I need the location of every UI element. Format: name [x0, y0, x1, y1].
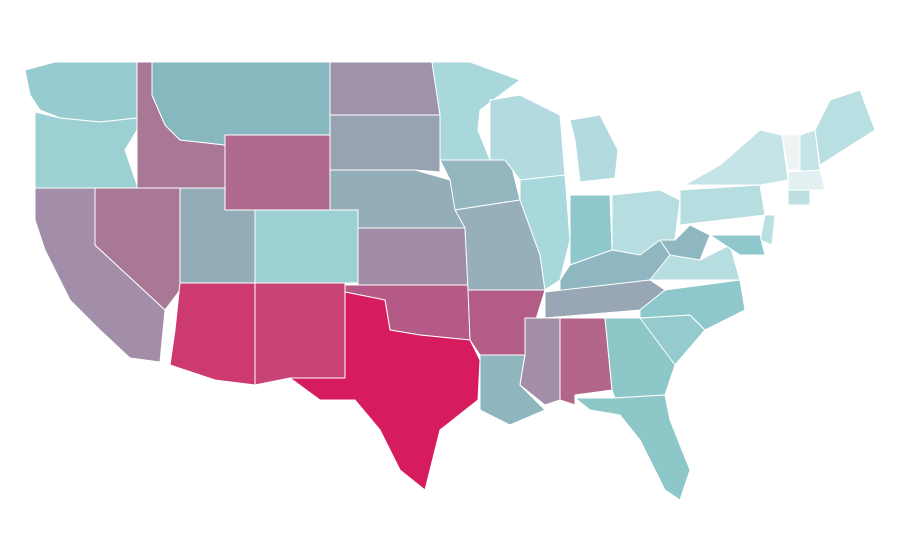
- region: [431, 61, 521, 161]
- regions: [24, 61, 876, 501]
- region: [684, 129, 789, 186]
- region: [814, 89, 876, 166]
- region: [94, 187, 181, 311]
- region: [151, 61, 331, 146]
- region: [787, 189, 811, 206]
- region: [649, 244, 741, 281]
- region: [224, 134, 331, 211]
- region: [574, 394, 691, 501]
- region: [254, 209, 359, 284]
- region: [569, 114, 619, 183]
- region: [787, 169, 826, 191]
- region: [329, 114, 441, 173]
- region: [34, 111, 139, 189]
- region: [329, 61, 441, 116]
- region: [289, 291, 481, 491]
- region: [357, 227, 469, 286]
- region: [709, 234, 766, 256]
- region: [519, 174, 571, 291]
- region: [559, 317, 613, 406]
- region: [679, 184, 766, 226]
- region: [24, 61, 138, 123]
- region: [759, 214, 776, 246]
- region: [254, 282, 346, 386]
- region: [639, 279, 746, 331]
- region: [169, 282, 256, 386]
